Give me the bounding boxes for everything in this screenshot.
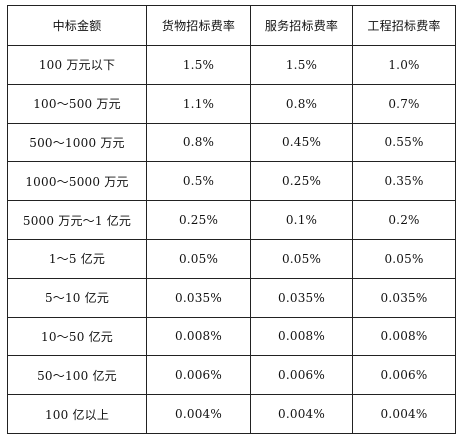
header-service-rate: 服务招标费率 xyxy=(250,5,353,46)
goods-rate-cell: 0.004% xyxy=(146,394,251,434)
amount-cell: 5000 万元～1 亿元 xyxy=(7,200,147,240)
engineering-rate-cell: 0.008% xyxy=(352,316,456,357)
table-row: 100 亿以上 0.004% 0.004% 0.004% xyxy=(7,394,456,434)
amount-cell: 500～1000 万元 xyxy=(7,122,147,163)
table-row: 5～10 亿元 0.035% 0.035% 0.035% xyxy=(7,277,456,318)
service-rate-cell: 0.035% xyxy=(250,277,353,318)
amount-cell: 1～5 亿元 xyxy=(7,238,147,279)
service-rate-cell: 0.004% xyxy=(250,394,353,434)
service-rate-cell: 0.008% xyxy=(250,316,353,357)
engineering-rate-cell: 0.7% xyxy=(352,83,456,124)
engineering-rate-cell: 0.05% xyxy=(352,238,456,279)
amount-cell: 100～500 万元 xyxy=(7,83,147,124)
goods-rate-cell: 1.1% xyxy=(146,83,251,124)
goods-rate-cell: 0.8% xyxy=(146,122,251,163)
fee-rate-table: 中标金额 货物招标费率 服务招标费率 工程招标费率 100 万元以下 1.5% … xyxy=(7,5,456,434)
table-row: 500～1000 万元 0.8% 0.45% 0.55% xyxy=(7,122,456,163)
service-rate-cell: 0.45% xyxy=(250,122,353,163)
goods-rate-cell: 1.5% xyxy=(146,45,251,85)
service-rate-cell: 1.5% xyxy=(250,45,353,85)
table-row: 100 万元以下 1.5% 1.5% 1.0% xyxy=(7,45,456,85)
table-row: 10～50 亿元 0.008% 0.008% 0.008% xyxy=(7,316,456,357)
engineering-rate-cell: 0.004% xyxy=(352,394,456,434)
header-row: 中标金额 货物招标费率 服务招标费率 工程招标费率 xyxy=(7,5,456,46)
service-rate-cell: 0.05% xyxy=(250,238,353,279)
table-row: 5000 万元～1 亿元 0.25% 0.1% 0.2% xyxy=(7,200,456,240)
table-body: 100 万元以下 1.5% 1.5% 1.0% 100～500 万元 1.1% … xyxy=(7,45,456,434)
table-row: 100～500 万元 1.1% 0.8% 0.7% xyxy=(7,83,456,124)
engineering-rate-cell: 0.006% xyxy=(352,355,456,396)
engineering-rate-cell: 0.55% xyxy=(352,122,456,163)
goods-rate-cell: 0.05% xyxy=(146,238,251,279)
engineering-rate-cell: 0.2% xyxy=(352,200,456,240)
engineering-rate-cell: 0.35% xyxy=(352,161,456,202)
header-goods-rate: 货物招标费率 xyxy=(146,5,251,46)
service-rate-cell: 0.25% xyxy=(250,161,353,202)
table-row: 50～100 亿元 0.006% 0.006% 0.006% xyxy=(7,355,456,396)
table-row: 1000～5000 万元 0.5% 0.25% 0.35% xyxy=(7,161,456,202)
goods-rate-cell: 0.5% xyxy=(146,161,251,202)
service-rate-cell: 0.006% xyxy=(250,355,353,396)
header-engineering-rate: 工程招标费率 xyxy=(352,5,456,46)
engineering-rate-cell: 1.0% xyxy=(352,45,456,85)
service-rate-cell: 0.8% xyxy=(250,83,353,124)
goods-rate-cell: 0.035% xyxy=(146,277,251,318)
goods-rate-cell: 0.008% xyxy=(146,316,251,357)
engineering-rate-cell: 0.035% xyxy=(352,277,456,318)
amount-cell: 10～50 亿元 xyxy=(7,316,147,357)
header-winning-amount: 中标金额 xyxy=(7,5,147,46)
amount-cell: 100 万元以下 xyxy=(7,45,147,85)
service-rate-cell: 0.1% xyxy=(250,200,353,240)
amount-cell: 100 亿以上 xyxy=(7,394,147,434)
goods-rate-cell: 0.25% xyxy=(146,200,251,240)
amount-cell: 1000～5000 万元 xyxy=(7,161,147,202)
amount-cell: 5～10 亿元 xyxy=(7,277,147,318)
table-row: 1～5 亿元 0.05% 0.05% 0.05% xyxy=(7,238,456,279)
goods-rate-cell: 0.006% xyxy=(146,355,251,396)
amount-cell: 50～100 亿元 xyxy=(7,355,147,396)
